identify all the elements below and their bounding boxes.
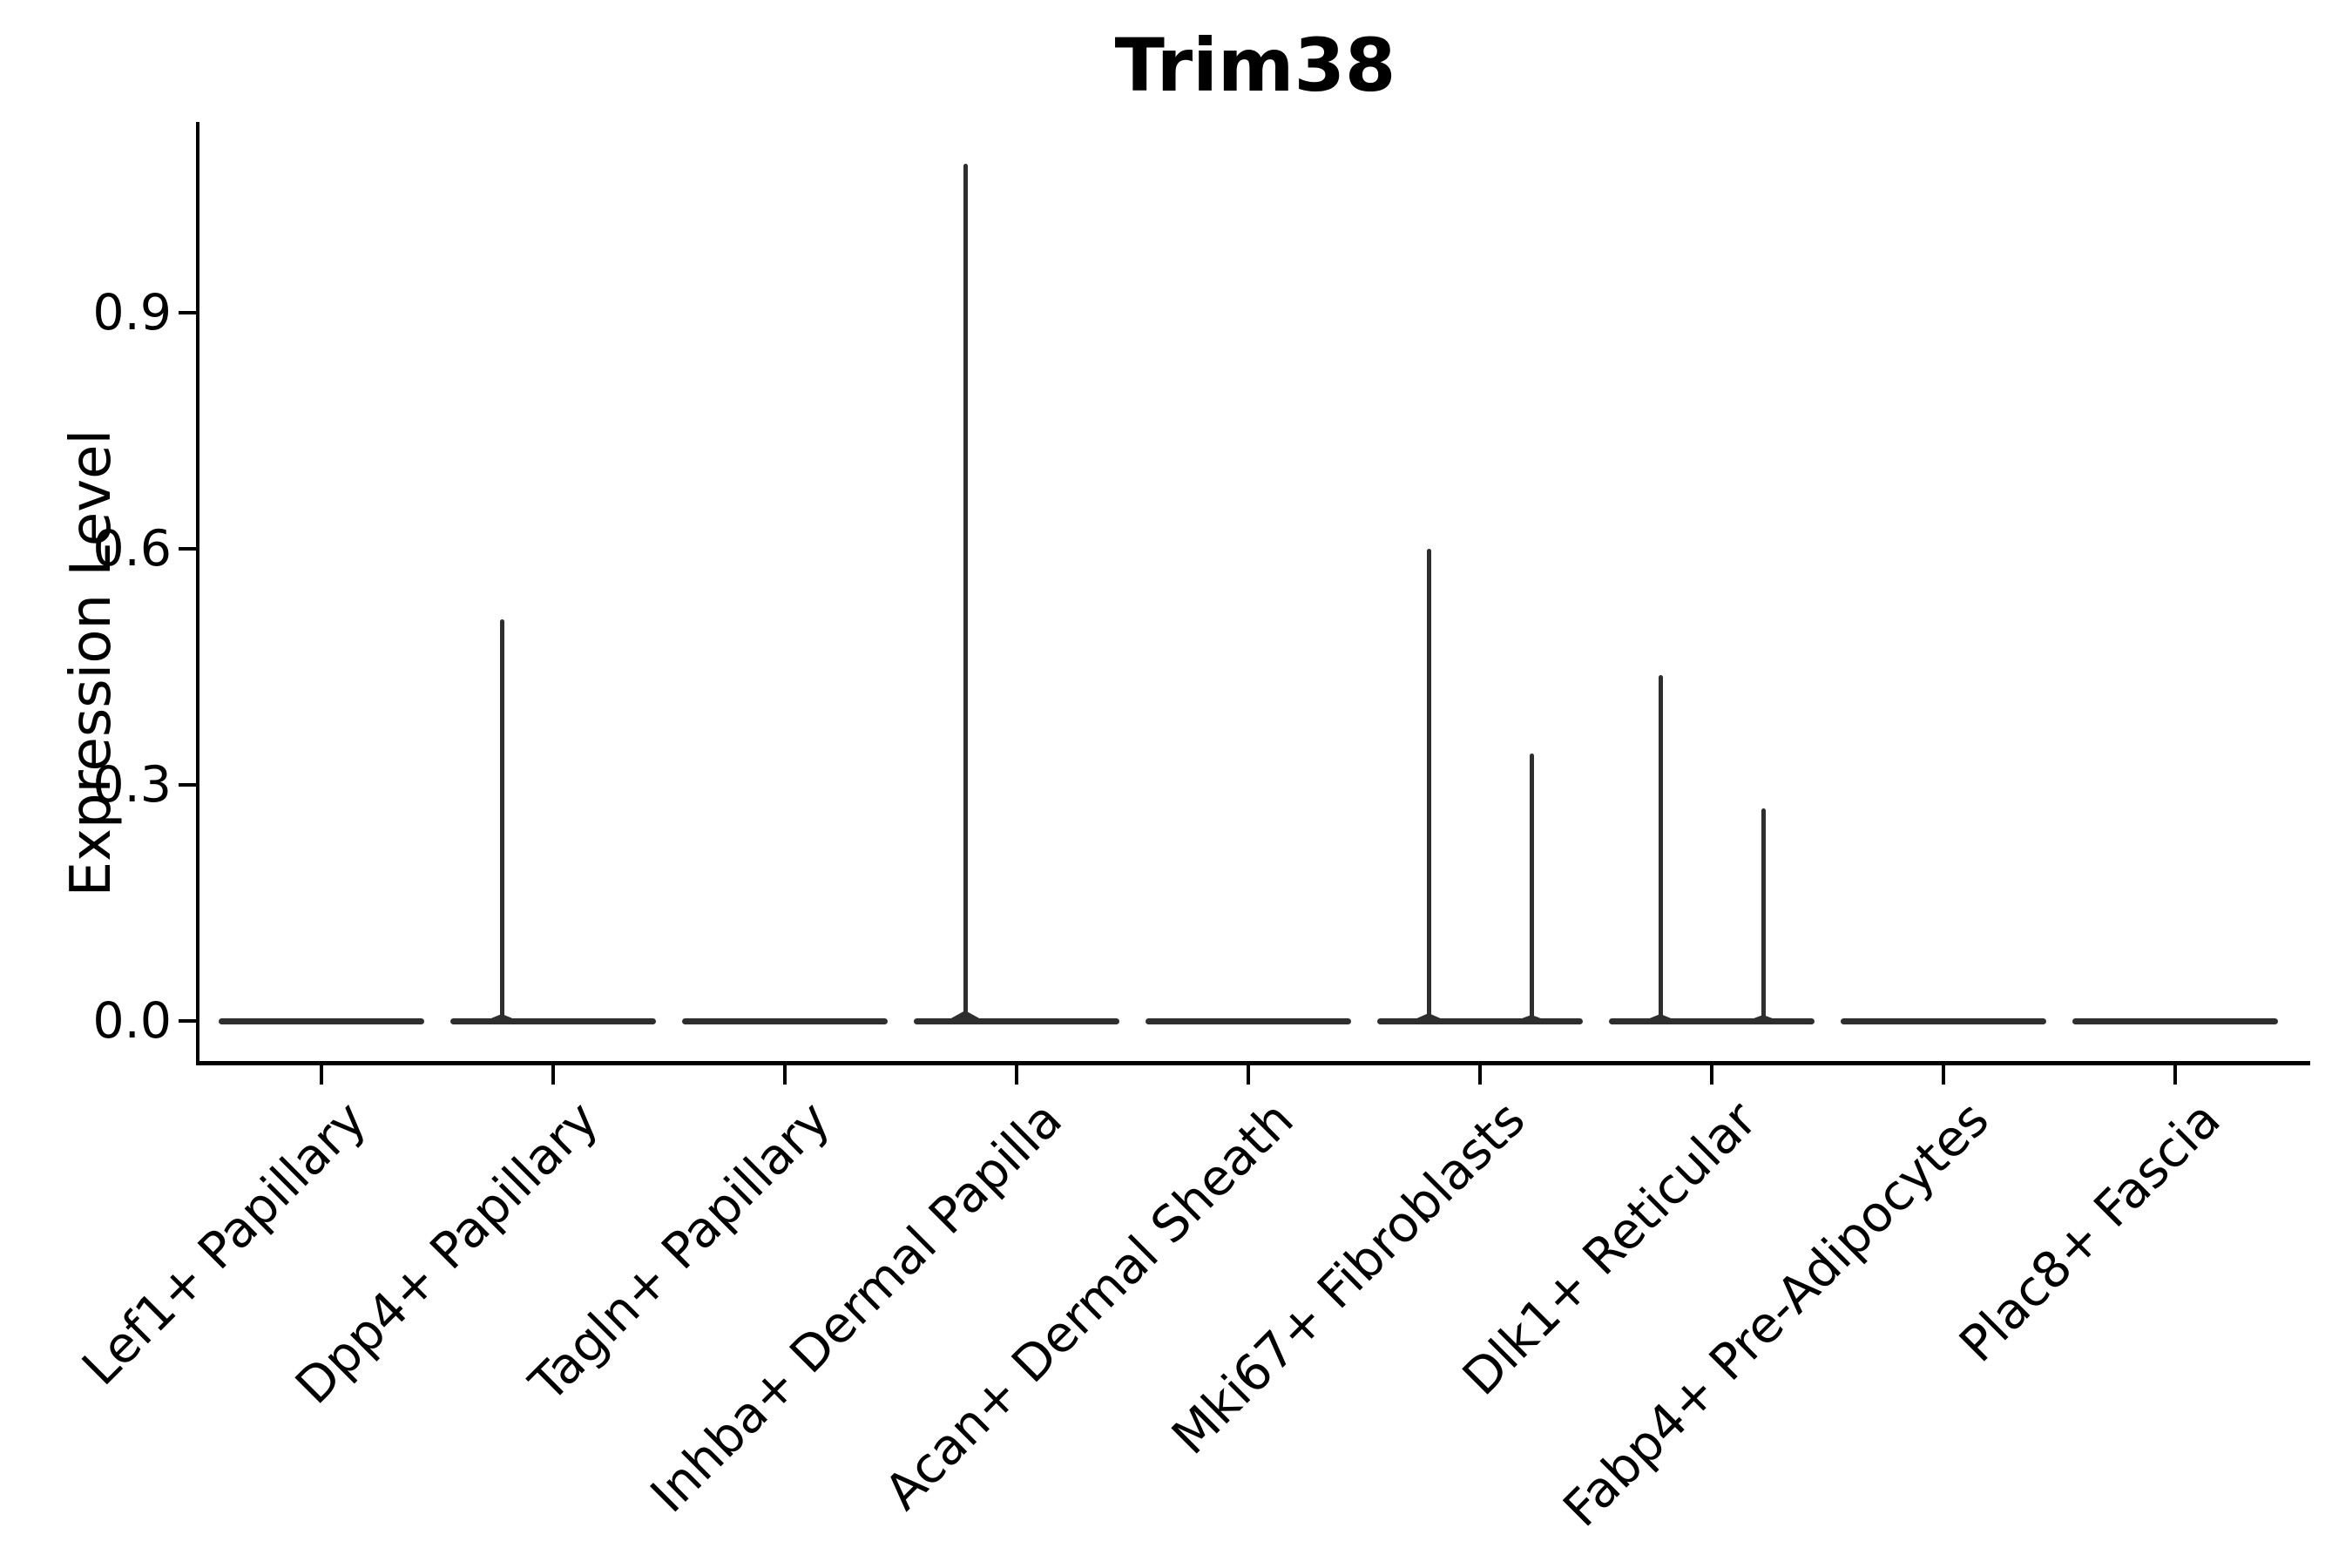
y-tick [179,311,198,315]
x-tick [2173,1065,2177,1085]
y-tick-label: 0.9 [92,284,172,342]
spike-base-flare [1405,1013,1452,1024]
x-tick [320,1065,323,1085]
violin-body [682,1018,888,1024]
y-tick [179,547,198,551]
x-tick-label: Fabp4+ Pre-Adipocytes [1552,1091,2000,1538]
x-tick [551,1065,555,1085]
expression-spike [1761,808,1766,1024]
y-tick [179,1019,198,1023]
spike-base-flare [1508,1015,1555,1024]
y-tick-label: 0.0 [92,992,172,1050]
plot-title: Trim38 [1114,23,1396,108]
x-tick [1942,1065,1945,1085]
violin-body [450,1018,656,1024]
violin-body [1146,1018,1351,1024]
x-tick [1015,1065,1018,1085]
spike-base-flare [942,1010,989,1024]
expression-spike [1659,674,1663,1024]
violin-body [1377,1018,1583,1024]
expression-spike [500,619,504,1024]
y-tick-label: 0.3 [92,756,172,814]
y-tick [179,783,198,787]
x-tick [1478,1065,1482,1085]
expression-spike [963,163,968,1024]
expression-spike [1530,753,1534,1024]
expression-spike [1427,549,1431,1024]
violin-body [219,1018,424,1024]
x-tick-label: Acan+ Dermal Sheath [874,1091,1305,1522]
x-tick [1247,1065,1250,1085]
x-tick [1710,1065,1713,1085]
violin-body [914,1018,1119,1024]
spike-base-flare [1637,1014,1684,1024]
spike-base-flare [478,1014,525,1024]
violin-body [2072,1018,2278,1024]
violin-body [1841,1018,2046,1024]
y-axis-line [196,122,199,1064]
x-tick [783,1065,787,1085]
y-axis-label: Expression Level [59,429,124,897]
x-axis-line [196,1061,2310,1065]
x-tick-label: Inhba+ Dermal Papilla [639,1091,1073,1524]
y-tick-label: 0.6 [92,520,172,578]
violin-body [1609,1018,1815,1024]
spike-base-flare [1740,1015,1787,1024]
